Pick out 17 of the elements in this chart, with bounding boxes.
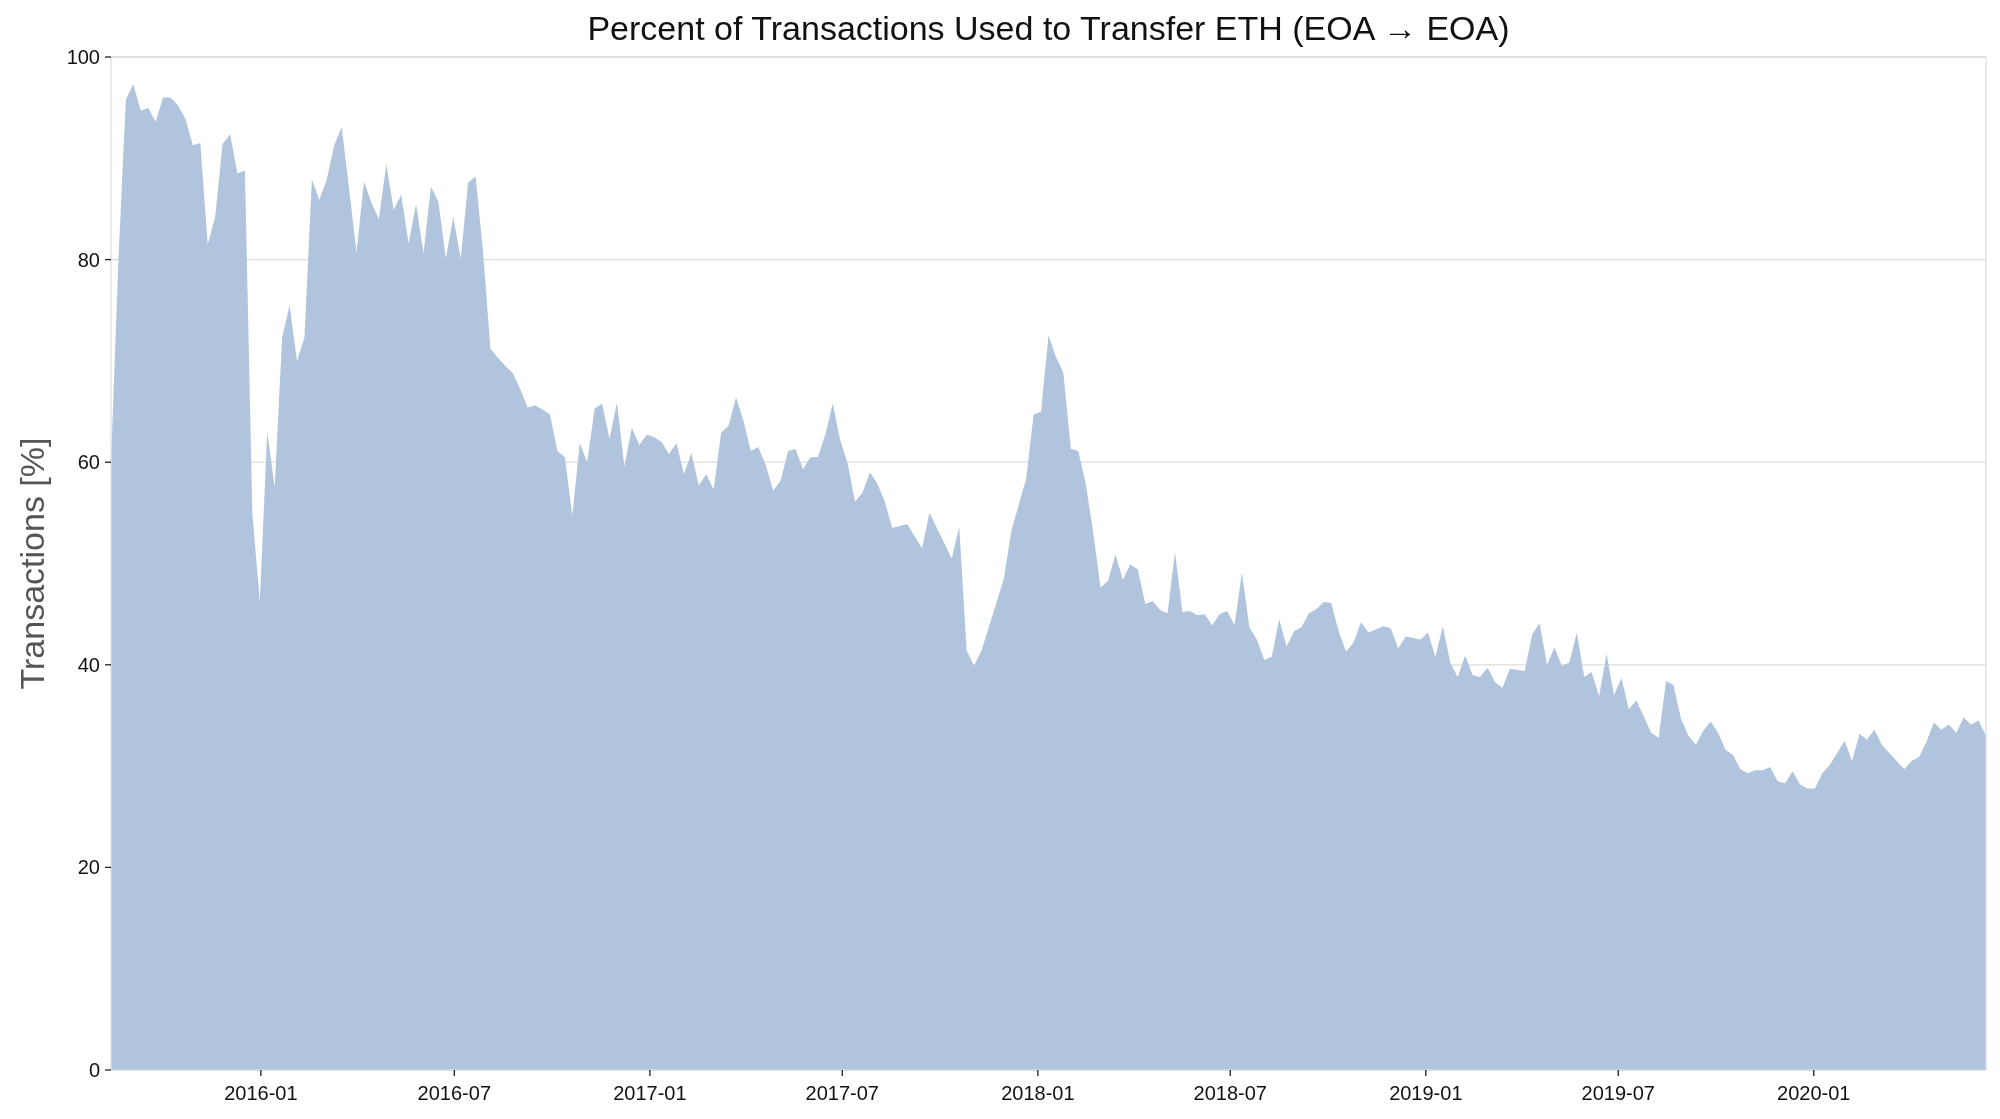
y-tick-label: 80 — [77, 248, 100, 271]
y-axis-title: Transactions [%] — [13, 437, 51, 690]
y-tick-label: 0 — [88, 1059, 100, 1081]
x-tick-label: 2019-07 — [1581, 1082, 1655, 1104]
x-tick-label: 2016-07 — [417, 1082, 492, 1104]
x-tick-label: 2018-01 — [1001, 1082, 1075, 1104]
x-tick-label: 2020-01 — [1777, 1082, 1851, 1104]
chart-title: Percent of Transactions Used to Transfer ETH (EOA → EOA) — [587, 9, 1510, 47]
x-tick-label: 2017-07 — [805, 1082, 879, 1104]
x-tick-label: 2017-01 — [613, 1082, 687, 1104]
y-tick-label: 100 — [66, 46, 100, 68]
y-tick-label: 20 — [77, 856, 100, 879]
x-tick-label: 2019-01 — [1389, 1082, 1463, 1104]
x-tick-label: 2018-07 — [1193, 1082, 1267, 1104]
y-tick-label: 60 — [77, 451, 100, 474]
x-tick-label: 2016-01 — [224, 1082, 298, 1104]
y-tick-label: 40 — [77, 653, 100, 676]
